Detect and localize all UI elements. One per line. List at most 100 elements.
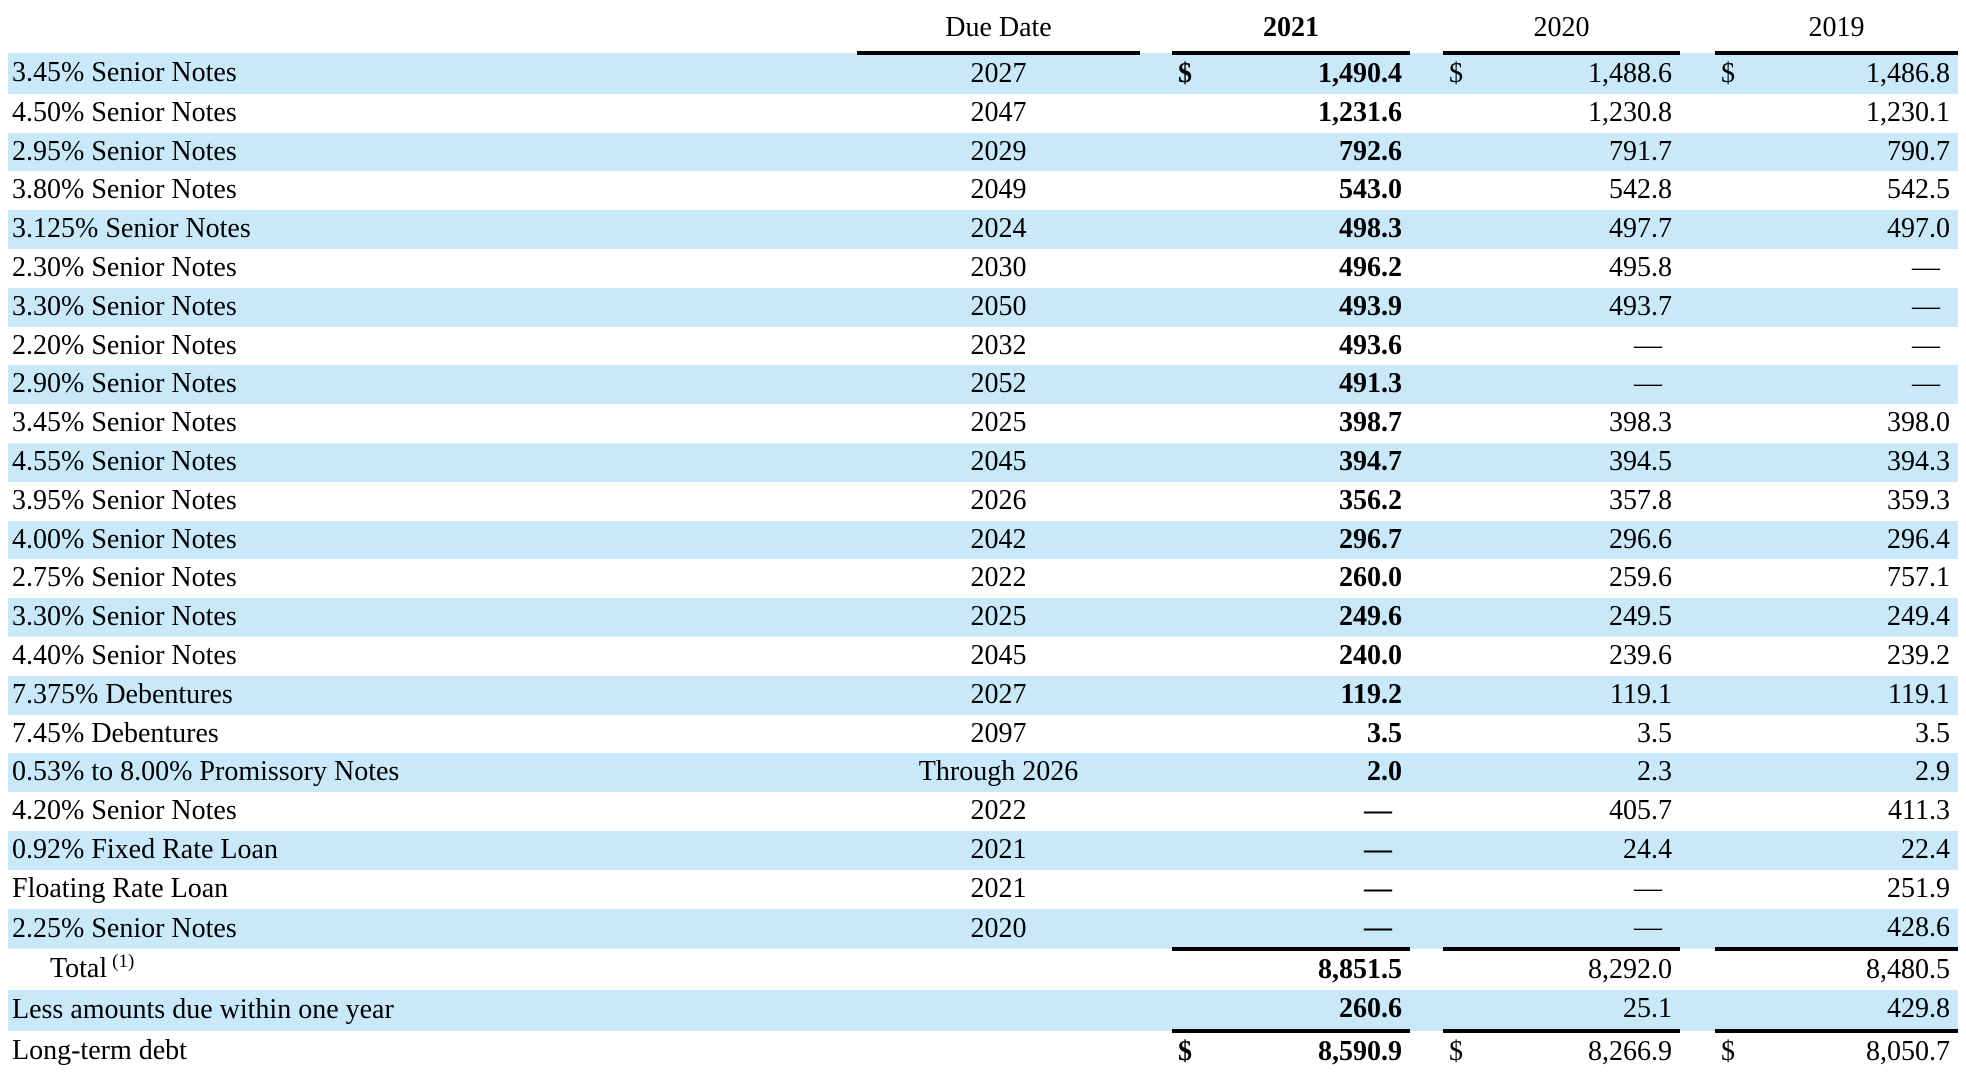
value-text: 757.1 xyxy=(1887,562,1950,594)
row-label-text: Less amounts due within one year xyxy=(12,994,394,1026)
row-label-text: 3.95% Senior Notes xyxy=(12,484,237,516)
value-2020-cell: 239.6 xyxy=(1443,637,1680,676)
row-label-text: 3.30% Senior Notes xyxy=(12,601,237,633)
row-label: 2.90% Senior Notes xyxy=(8,365,857,405)
due-date-cell: 2045 xyxy=(970,639,1027,671)
value-text: 3.5 xyxy=(1367,717,1402,749)
spacer-cell xyxy=(1680,210,1715,249)
value-2020-cell: 8,292.0 xyxy=(1443,947,1680,991)
row-label: Floating Rate Loan xyxy=(8,870,857,909)
value-2019-cell: 119.1 xyxy=(1715,675,1958,715)
value-2020-cell: 398.3 xyxy=(1443,404,1680,443)
value-text: 8,050.7 xyxy=(1866,1035,1950,1067)
spacer-cell xyxy=(1140,753,1172,793)
due-date-cell: 2021 xyxy=(857,830,1140,870)
dollar-sign: $ xyxy=(1721,1035,1735,1067)
spacer-cell xyxy=(1140,404,1172,443)
value-text: 3.5 xyxy=(1637,717,1672,749)
value-2021-cell: 1,231.6 xyxy=(1172,94,1410,133)
value-text: 296.4 xyxy=(1887,523,1950,555)
spacer-cell xyxy=(1140,210,1172,249)
spacer-cell xyxy=(1680,520,1715,560)
table-row: 3.30% Senior Notes 2050 493.9 493.7 — xyxy=(8,287,1958,327)
value-2020-cell: 24.4 xyxy=(1443,830,1680,870)
spacer-cell xyxy=(1410,171,1443,210)
value-text: 491.3 xyxy=(1339,368,1402,400)
due-date-cell: 2020 xyxy=(857,908,1140,950)
value-text: 398.3 xyxy=(1609,407,1672,439)
value-2021-cell: 8,851.5 xyxy=(1172,947,1410,991)
dollar-sign: $ xyxy=(1721,58,1735,89)
value-2021-cell: 240.0 xyxy=(1172,637,1410,676)
due-date-cell xyxy=(857,949,1140,990)
value-2020-cell: $8,266.9 xyxy=(1443,1028,1680,1072)
value-2019-cell: — xyxy=(1715,327,1958,366)
dollar-sign: $ xyxy=(1178,58,1192,89)
spacer-cell xyxy=(1140,830,1172,870)
row-label: 4.00% Senior Notes xyxy=(8,520,857,560)
column-header-2019: 2019 xyxy=(1715,0,1958,55)
row-label-text: 7.45% Debentures xyxy=(12,717,219,749)
value-2019-cell: 22.4 xyxy=(1715,830,1958,870)
table-body: 3.45% Senior Notes 2027 $1,490.4 $1,488.… xyxy=(8,53,1958,1072)
spacer-cell xyxy=(1680,949,1715,990)
value-text: 1,230.8 xyxy=(1588,96,1672,128)
value-text: 495.8 xyxy=(1609,251,1672,283)
value-text: — xyxy=(1364,833,1392,865)
row-label: 4.20% Senior Notes xyxy=(8,792,857,831)
row-label: 7.45% Debentures xyxy=(8,715,857,754)
value-2021-cell: 249.6 xyxy=(1172,598,1410,637)
value-2019-cell: — xyxy=(1715,287,1958,327)
value-text: 249.4 xyxy=(1887,601,1950,633)
spacer-cell xyxy=(1680,908,1715,950)
spacer-cell xyxy=(1140,792,1172,831)
value-2021-cell: 498.3 xyxy=(1172,210,1410,249)
spacer-cell xyxy=(1410,482,1443,521)
spacer-cell xyxy=(1140,132,1172,172)
row-label-text: 3.45% Senior Notes xyxy=(12,407,237,439)
dollar-sign: $ xyxy=(1449,1035,1463,1067)
value-2020-cell: 3.5 xyxy=(1443,715,1680,754)
spacer-cell xyxy=(1680,792,1715,831)
value-text: 8,590.9 xyxy=(1318,1035,1402,1067)
due-date-cell: 2024 xyxy=(857,210,1140,249)
value-text: 8,851.5 xyxy=(1318,954,1402,986)
table-row: 3.30% Senior Notes 2025 249.6 249.5 249.… xyxy=(8,598,1958,637)
value-text: 394.3 xyxy=(1887,445,1950,477)
value-text: 8,480.5 xyxy=(1866,954,1950,986)
value-text: 357.8 xyxy=(1609,484,1672,516)
value-2019-cell: 429.8 xyxy=(1715,990,1958,1031)
value-2019-cell: — xyxy=(1715,365,1958,405)
value-2020-cell: 394.5 xyxy=(1443,442,1680,482)
value-2019-cell: 1,230.1 xyxy=(1715,94,1958,133)
value-text: — xyxy=(1912,329,1940,361)
spacer-cell xyxy=(1140,482,1172,521)
value-2019-cell: 359.3 xyxy=(1715,482,1958,521)
row-label: Less amounts due within one year xyxy=(8,990,857,1031)
column-header-2020: 2020 xyxy=(1443,0,1680,55)
spacer-cell xyxy=(1410,249,1443,288)
value-text: 428.6 xyxy=(1887,911,1950,943)
spacer-cell xyxy=(1140,598,1172,637)
value-text: 394.7 xyxy=(1339,445,1402,477)
value-text: 249.6 xyxy=(1339,601,1402,633)
spacer-cell xyxy=(1140,0,1172,53)
row-label-text: 3.125% Senior Notes xyxy=(12,213,251,245)
row-label-text: 4.40% Senior Notes xyxy=(12,639,237,671)
value-2019-cell: 251.9 xyxy=(1715,870,1958,909)
spacer-cell xyxy=(1410,442,1443,482)
value-text: 493.6 xyxy=(1339,329,1402,361)
spacer-cell xyxy=(1140,715,1172,754)
table-row: 4.50% Senior Notes 2047 1,231.6 1,230.8 … xyxy=(8,94,1958,133)
value-text: — xyxy=(1364,872,1392,904)
value-2020-cell: 405.7 xyxy=(1443,792,1680,831)
value-text: — xyxy=(1912,290,1940,322)
dollar-sign: $ xyxy=(1449,58,1463,89)
spacer-cell xyxy=(1140,870,1172,909)
value-text: — xyxy=(1912,368,1940,400)
value-text: 1,490.4 xyxy=(1318,58,1402,89)
row-label-text: Floating Rate Loan xyxy=(12,872,229,904)
row-label-text: 2.95% Senior Notes xyxy=(12,135,237,167)
spacer-cell xyxy=(1410,675,1443,715)
due-date-cell: 2022 xyxy=(970,795,1027,827)
